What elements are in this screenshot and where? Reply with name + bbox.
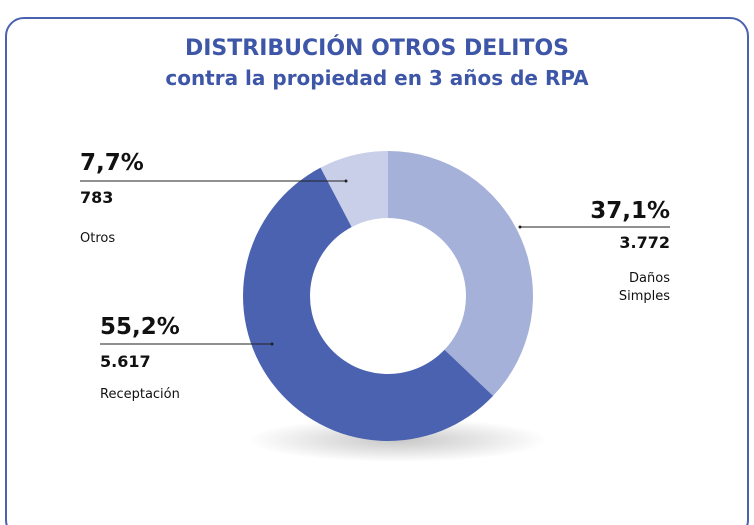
- leader-dot: [270, 342, 274, 346]
- frame: [5, 17, 749, 525]
- chart-subtitle: contra la propiedad en 3 años de RPA: [165, 66, 589, 90]
- category-label: Daños Simples: [618, 271, 670, 304]
- category-label: Receptación: [100, 387, 180, 402]
- donut-slice: [388, 151, 533, 396]
- leader-dot: [518, 225, 522, 229]
- chart-title: DISTRIBUCIÓN OTROS DELITOS: [184, 36, 570, 61]
- percent-label: 55,2%: [100, 314, 180, 340]
- count-label: 5.617: [100, 352, 151, 371]
- count-label: 3.772: [619, 233, 670, 252]
- percent-label: 7,7%: [80, 150, 144, 176]
- category-label: Otros: [80, 231, 116, 246]
- donut-slice: [320, 151, 388, 227]
- count-label: 783: [80, 188, 114, 207]
- percent-label: 37,1%: [590, 198, 670, 224]
- leader-dot: [344, 179, 348, 183]
- donut-slice: [242, 167, 494, 442]
